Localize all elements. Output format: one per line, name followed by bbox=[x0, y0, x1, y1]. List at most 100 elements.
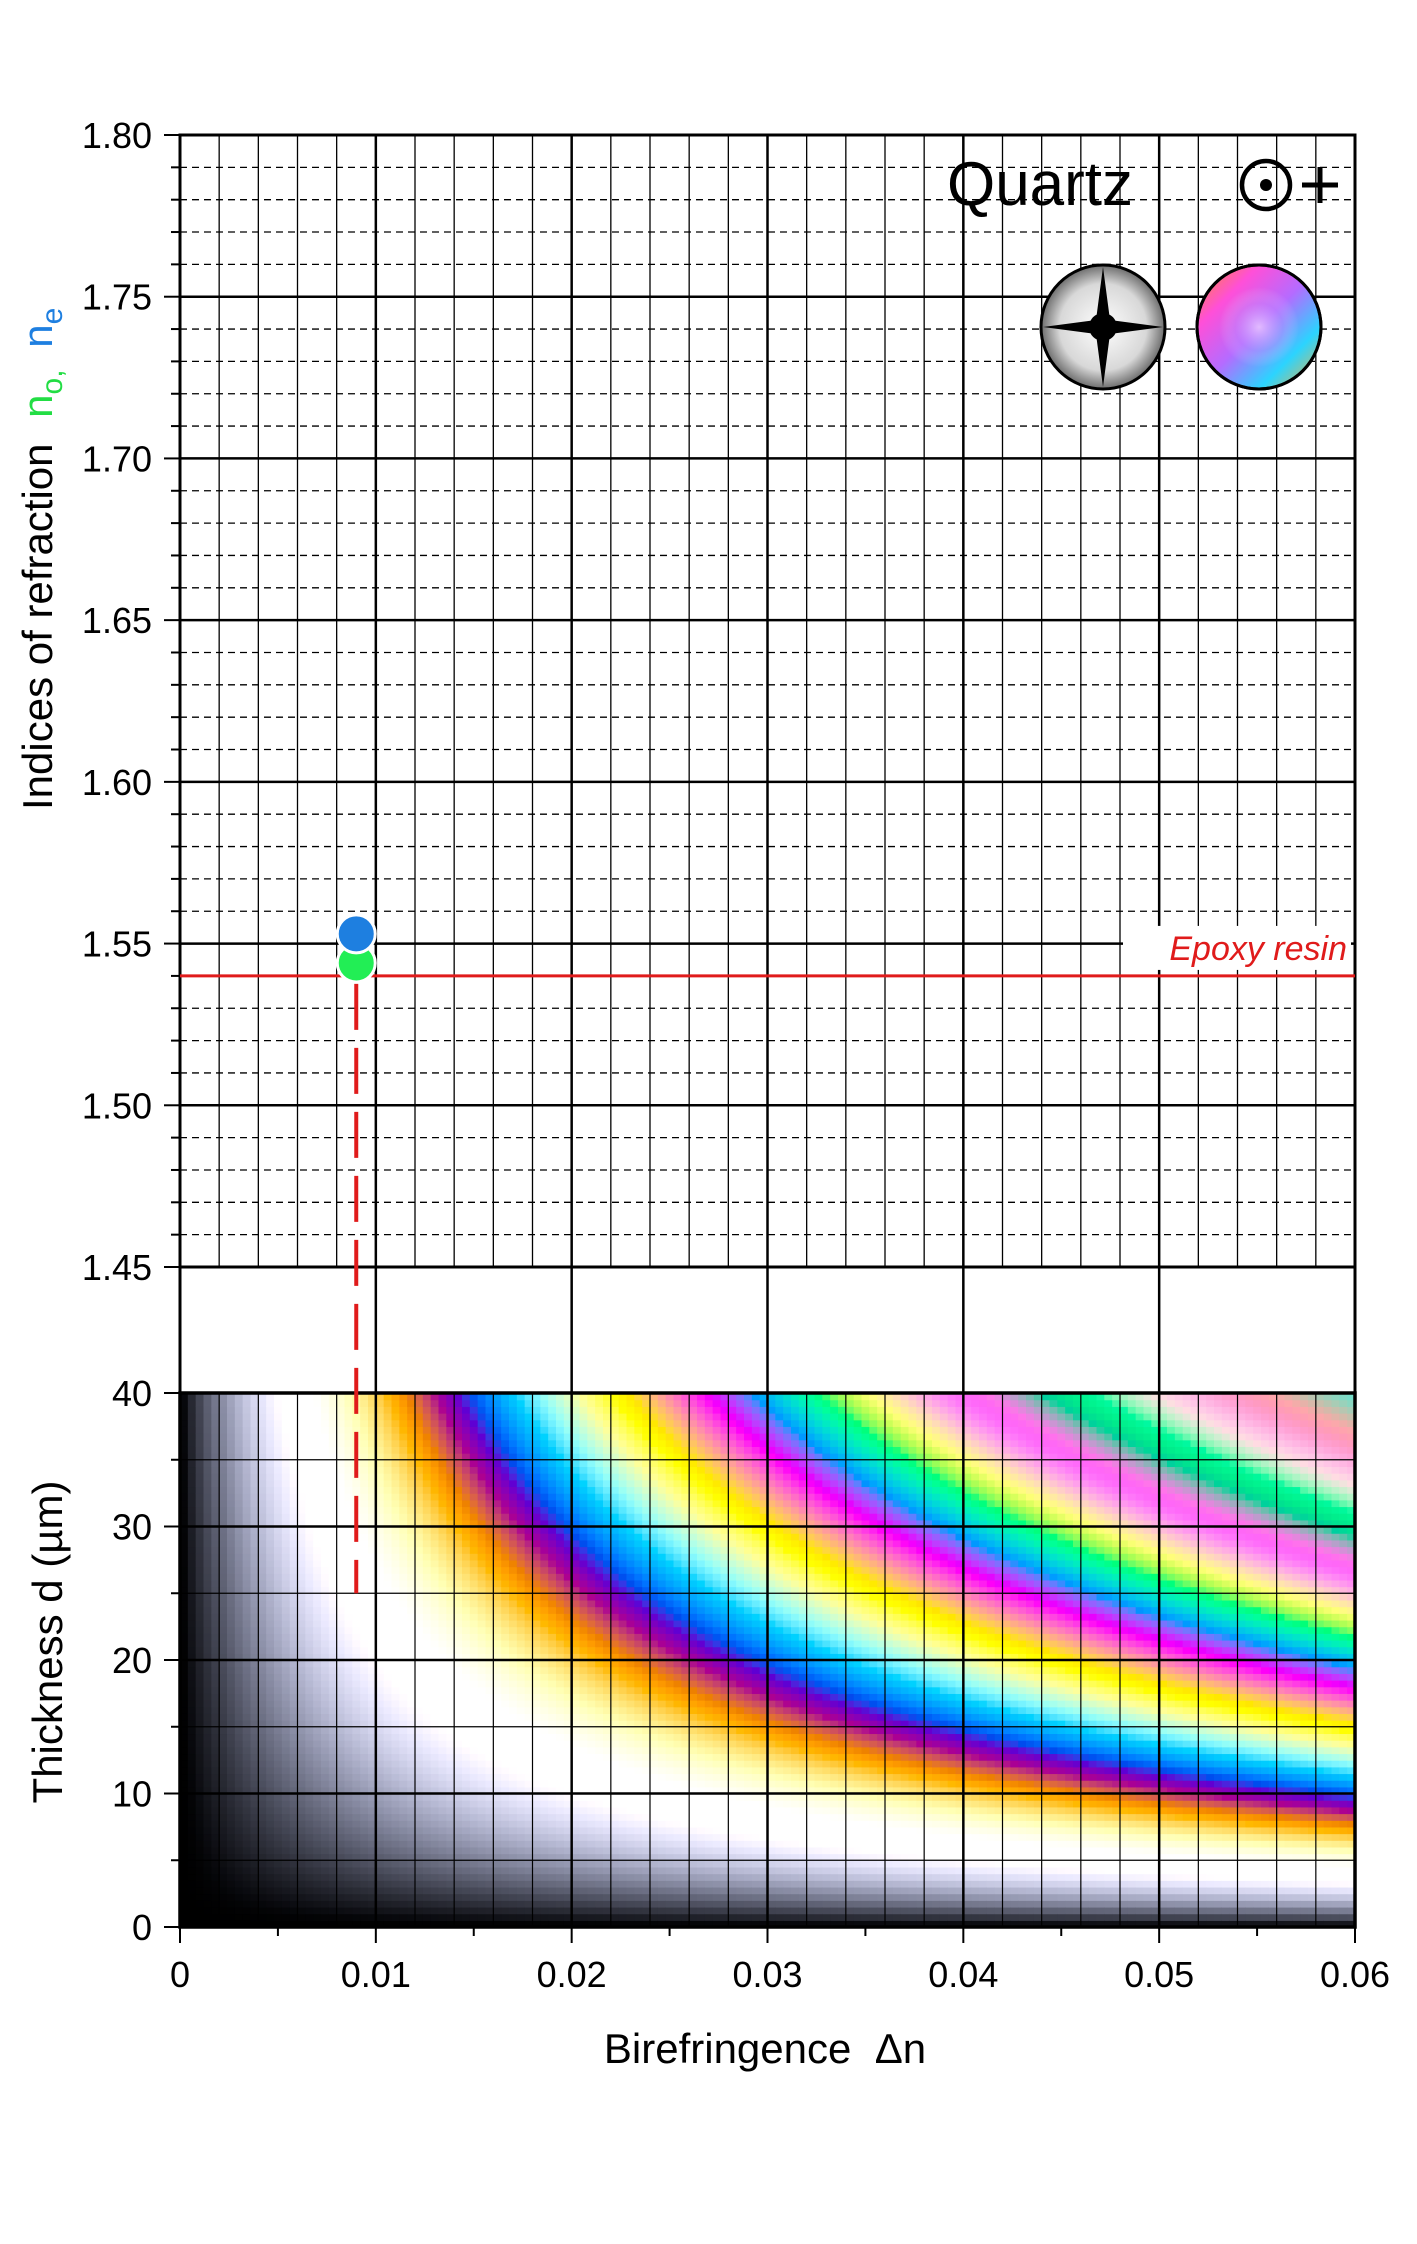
heatmap-cell bbox=[211, 1766, 220, 1775]
heatmap-cell bbox=[368, 1639, 377, 1648]
heatmap-cell bbox=[258, 1746, 267, 1755]
heatmap-cell bbox=[469, 1646, 479, 1654]
heatmap-cell bbox=[305, 1506, 314, 1514]
heatmap-cell bbox=[313, 1486, 322, 1494]
heatmap-cell bbox=[430, 1433, 440, 1441]
heatmap-cell bbox=[509, 1419, 518, 1427]
heatmap-cell bbox=[493, 1740, 502, 1748]
heatmap-cell bbox=[493, 1613, 502, 1621]
heatmap-cell bbox=[336, 1813, 346, 1821]
heatmap-cell bbox=[344, 1539, 353, 1548]
heatmap-cell bbox=[305, 1493, 314, 1501]
heatmap-cell bbox=[634, 1419, 643, 1427]
heatmap-cell bbox=[195, 1686, 205, 1694]
heatmap-cell bbox=[313, 1733, 322, 1741]
heatmap-cell bbox=[187, 1619, 197, 1628]
heatmap-cell bbox=[469, 1746, 479, 1755]
heatmap-cell bbox=[618, 1666, 628, 1674]
heatmap-cell bbox=[242, 1780, 252, 1788]
heatmap-cell bbox=[219, 1900, 228, 1908]
heatmap-cell bbox=[219, 1726, 228, 1735]
heatmap-cell bbox=[234, 1446, 244, 1454]
heatmap-cell bbox=[430, 1653, 440, 1661]
heatmap-cell bbox=[305, 1840, 314, 1848]
heatmap-cell bbox=[227, 1619, 236, 1628]
heatmap-cell bbox=[524, 1606, 534, 1614]
heatmap-cell bbox=[595, 1453, 604, 1461]
heatmap-cell bbox=[587, 1746, 596, 1755]
heatmap-cell bbox=[281, 1700, 291, 1708]
heatmap-cell bbox=[469, 1446, 479, 1454]
heatmap-cell bbox=[610, 1853, 620, 1861]
heatmap-cell bbox=[203, 1519, 212, 1528]
heatmap-cell bbox=[328, 1513, 338, 1521]
heatmap-cell bbox=[532, 1399, 541, 1407]
heatmap-cell bbox=[657, 1406, 667, 1414]
heatmap-cell bbox=[422, 1459, 432, 1468]
heatmap-cell bbox=[422, 1773, 432, 1781]
heatmap-cell bbox=[321, 1539, 330, 1548]
heatmap-cell bbox=[618, 1433, 628, 1441]
heatmap-cell bbox=[195, 1626, 205, 1634]
heatmap-cell bbox=[579, 1479, 588, 1488]
heatmap-cell bbox=[242, 1633, 252, 1641]
heatmap-cell bbox=[516, 1680, 526, 1688]
heatmap-cell bbox=[368, 1673, 377, 1681]
heatmap-cell bbox=[344, 1473, 353, 1481]
heatmap-cell bbox=[415, 1806, 424, 1815]
heatmap-cell bbox=[305, 1713, 314, 1721]
heatmap-cell bbox=[281, 1913, 291, 1921]
heatmap-cell bbox=[438, 1486, 447, 1494]
heatmap-cell bbox=[477, 1913, 487, 1921]
heatmap-cell bbox=[383, 1793, 393, 1801]
heatmap-cell bbox=[485, 1593, 494, 1601]
heatmap-cell bbox=[328, 1686, 338, 1694]
heatmap-cell bbox=[266, 1473, 275, 1481]
heatmap-cell bbox=[595, 1426, 604, 1434]
heatmap-cell bbox=[415, 1660, 424, 1668]
heatmap-cell bbox=[493, 1853, 502, 1861]
heatmap-cell bbox=[250, 1446, 259, 1454]
heatmap-cell bbox=[462, 1619, 471, 1628]
heatmap-cell bbox=[289, 1920, 299, 1928]
heatmap-cell bbox=[595, 1886, 604, 1895]
heatmap-cell bbox=[321, 1399, 330, 1407]
heatmap-cell bbox=[501, 1459, 510, 1468]
heatmap-cell bbox=[462, 1853, 471, 1861]
heatmap-cell bbox=[422, 1813, 432, 1821]
heatmap-cell bbox=[462, 1546, 471, 1554]
heatmap-cell bbox=[266, 1773, 275, 1781]
heatmap-cell bbox=[274, 1519, 283, 1528]
heatmap-cell bbox=[258, 1893, 267, 1901]
heatmap-cell bbox=[657, 1493, 667, 1501]
heatmap-cell bbox=[219, 1800, 228, 1808]
heatmap-cell bbox=[328, 1393, 338, 1401]
heatmap-cell bbox=[321, 1753, 330, 1761]
heatmap-cell bbox=[391, 1559, 400, 1568]
heatmap-cell bbox=[563, 1579, 573, 1588]
heatmap-cell bbox=[454, 1706, 463, 1714]
heatmap-cell bbox=[540, 1579, 549, 1588]
heatmap-cell bbox=[650, 1426, 659, 1434]
heatmap-cell bbox=[258, 1773, 267, 1781]
heatmap-cell bbox=[415, 1693, 424, 1701]
heatmap-cell bbox=[579, 1413, 588, 1421]
heatmap-cell bbox=[258, 1726, 267, 1735]
heatmap-cell bbox=[524, 1873, 534, 1881]
heatmap-cell bbox=[587, 1413, 596, 1421]
heatmap-cell bbox=[548, 1740, 557, 1748]
heatmap-cell bbox=[532, 1780, 541, 1788]
heatmap-cell bbox=[665, 1893, 675, 1901]
heatmap-cell bbox=[227, 1806, 236, 1815]
heatmap-cell bbox=[563, 1653, 573, 1661]
heatmap-cell bbox=[328, 1713, 338, 1721]
heatmap-cell bbox=[626, 1773, 635, 1781]
heatmap-cell bbox=[234, 1813, 244, 1821]
heatmap-cell bbox=[321, 1800, 330, 1808]
heatmap-cell bbox=[657, 1673, 667, 1681]
heatmap-cell bbox=[305, 1900, 314, 1908]
heatmap-cell bbox=[430, 1740, 440, 1748]
heatmap-cell bbox=[571, 1506, 581, 1514]
heatmap-cell bbox=[540, 1493, 549, 1501]
heatmap-cell bbox=[548, 1766, 557, 1775]
